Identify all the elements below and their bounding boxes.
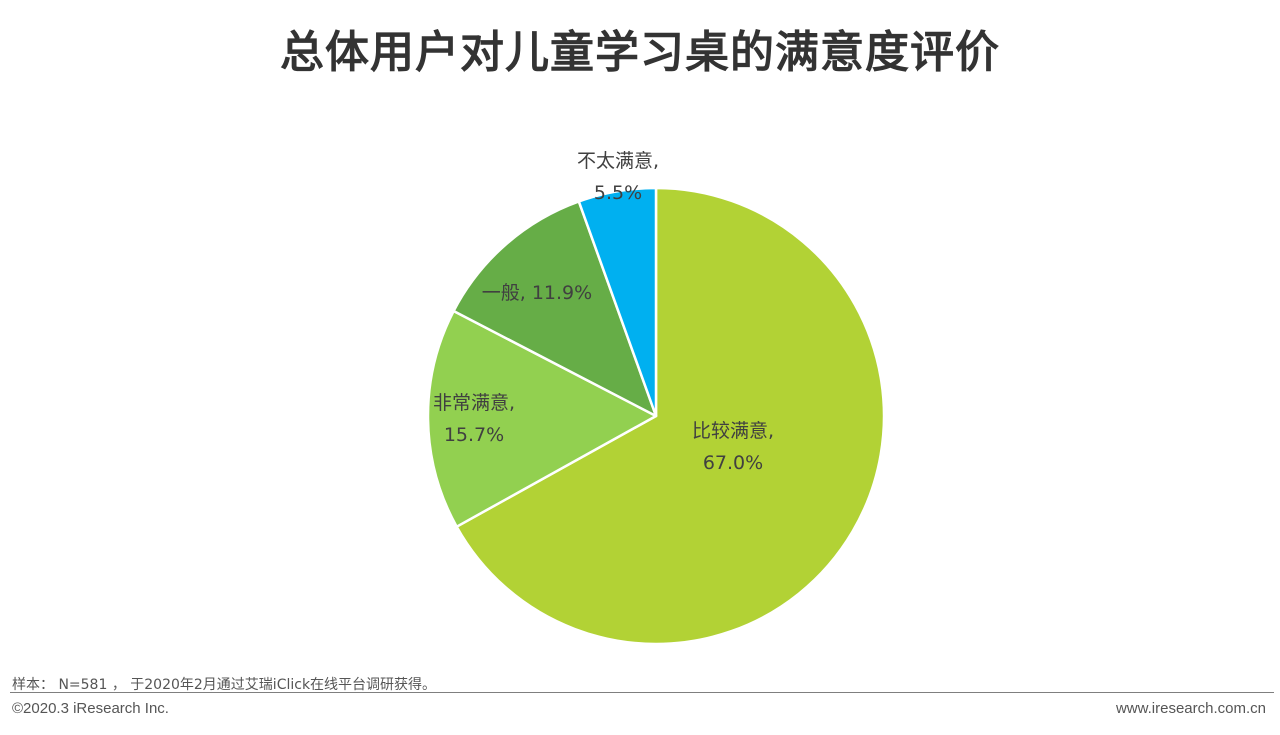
pie-slice-3 bbox=[452, 200, 658, 418]
pie-slice-4 bbox=[577, 186, 658, 418]
slice-label-1: 比较满意, bbox=[692, 420, 774, 442]
slice-label-3: 一般, 11.9% bbox=[482, 282, 592, 304]
slice-label-2: 非常满意, bbox=[433, 392, 515, 414]
sample-note: 样本： N=581 ， 于2020年2月通过艾瑞iClick在线平台调研获得。 bbox=[12, 677, 437, 693]
pie-slice-1 bbox=[455, 186, 886, 646]
chart-title: 总体用户对儿童学习桌的满意度评价 bbox=[280, 27, 1000, 78]
footer-divider bbox=[10, 692, 1274, 693]
slice-value-4: 5.5% bbox=[594, 182, 642, 204]
slice-label-4: 不太满意, bbox=[577, 150, 659, 172]
slice-value-2: 15.7% bbox=[444, 424, 504, 446]
copyright-text: ©2020.3 iResearch Inc. bbox=[12, 700, 169, 717]
slice-value-1: 67.0% bbox=[703, 452, 763, 474]
pie-slice-2 bbox=[426, 309, 658, 528]
website-text: www.iresearch.com.cn bbox=[1115, 700, 1266, 717]
